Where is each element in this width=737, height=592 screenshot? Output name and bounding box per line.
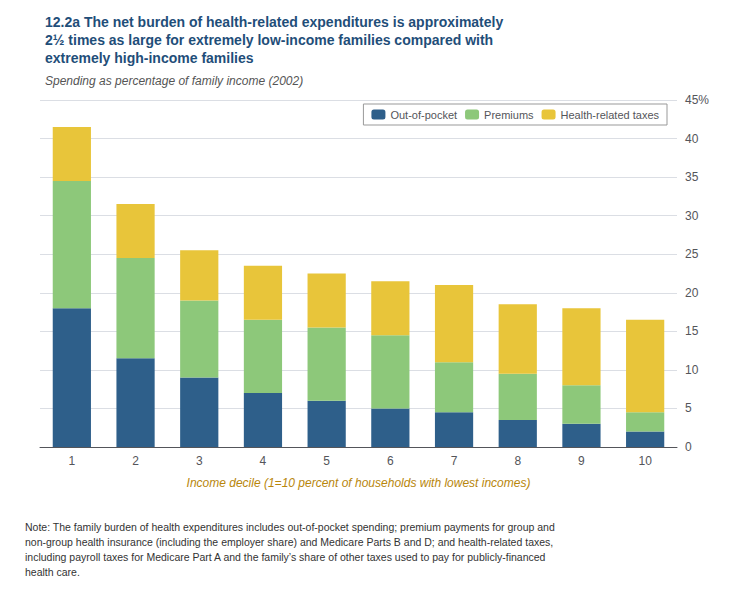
svg-text:0: 0 <box>685 440 692 454</box>
svg-text:7: 7 <box>451 454 458 468</box>
svg-text:6: 6 <box>387 454 394 468</box>
svg-text:including payroll taxes for Me: including payroll taxes for Medicare Par… <box>25 551 546 563</box>
svg-text:20: 20 <box>685 286 699 300</box>
svg-text:40: 40 <box>685 132 699 146</box>
svg-text:12.2a The net burden of health: 12.2a The net burden of health-related e… <box>45 14 503 30</box>
svg-text:9: 9 <box>578 454 585 468</box>
svg-text:2½ times as large for extremel: 2½ times as large for extremely low-inco… <box>45 32 493 48</box>
svg-text:2: 2 <box>132 454 139 468</box>
svg-text:health care.: health care. <box>25 566 80 578</box>
svg-text:extremely high-income families: extremely high-income families <box>45 50 254 66</box>
svg-text:Spending as percentage of fami: Spending as percentage of family income … <box>45 74 303 88</box>
svg-text:45%: 45% <box>685 93 709 107</box>
svg-text:35: 35 <box>685 170 699 184</box>
svg-text:10: 10 <box>685 363 699 377</box>
svg-text:non-group health insurance (in: non-group health insurance (including th… <box>25 536 553 548</box>
svg-text:Out-of-pocket: Out-of-pocket <box>390 109 457 121</box>
svg-text:25: 25 <box>685 247 699 261</box>
svg-text:8: 8 <box>514 454 521 468</box>
svg-text:5: 5 <box>685 401 692 415</box>
svg-text:1: 1 <box>69 454 76 468</box>
svg-text:3: 3 <box>196 454 203 468</box>
svg-text:10: 10 <box>638 454 652 468</box>
svg-text:Premiums: Premiums <box>484 109 534 121</box>
svg-text:4: 4 <box>260 454 267 468</box>
svg-text:15: 15 <box>685 324 699 338</box>
svg-text:Income decile (1=10 percent of: Income decile (1=10 percent of household… <box>187 476 531 490</box>
svg-text:30: 30 <box>685 209 699 223</box>
svg-text:Health-related taxes: Health-related taxes <box>561 109 660 121</box>
svg-text:Note: The family burden of hea: Note: The family burden of health expend… <box>25 521 555 533</box>
svg-text:5: 5 <box>323 454 330 468</box>
